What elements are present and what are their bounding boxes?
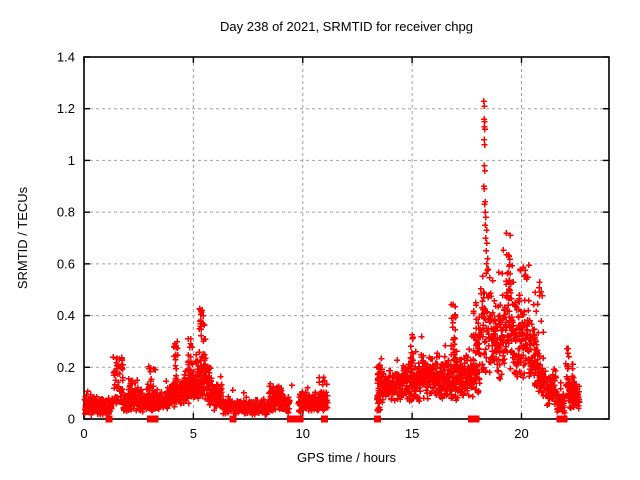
y-tick-label: 1.2 [57,101,75,116]
x-axis-label: GPS time / hours [297,450,396,465]
tick-labels: 0 5 10 15 20 0 0.2 0.4 0.6 0.8 1 1.2 1.4 [57,50,529,442]
data-gap-square-markers [105,415,568,423]
y-tick-label: 0.2 [57,360,75,375]
chart-title: Day 238 of 2021, SRMTID for receiver chp… [220,19,473,34]
x-tick-label: 5 [190,426,197,441]
y-tick-label: 1.4 [57,50,75,65]
x-tick-label: 0 [80,426,87,441]
scatter-points-srmtid [81,98,583,418]
y-tick-label: 1 [68,153,75,168]
x-tick-label: 20 [514,426,528,441]
y-tick-label: 0.8 [57,205,75,220]
y-tick-label: 0.6 [57,256,75,271]
y-tick-label: 0 [68,412,75,427]
x-tick-label: 15 [405,426,419,441]
y-axis-label: SRMTID / TECUs [15,186,30,289]
y-tick-label: 0.4 [57,308,75,323]
x-tick-label: 10 [296,426,310,441]
plot-border [83,56,610,420]
